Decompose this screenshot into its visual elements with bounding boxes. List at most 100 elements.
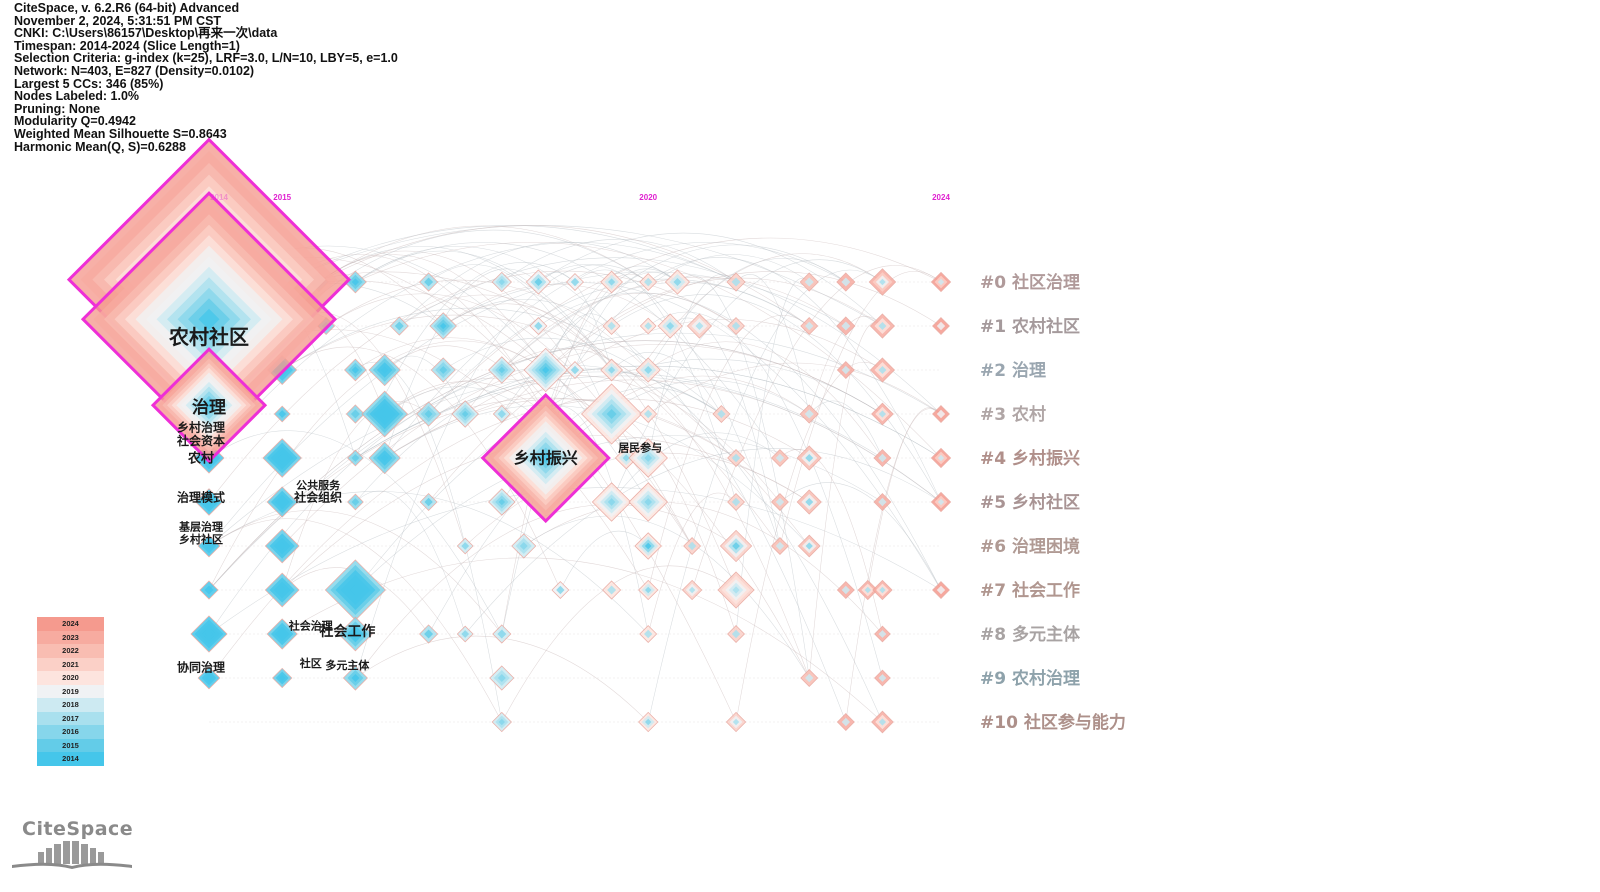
hub-nodes: 社区治理农村社区治理乡村振兴: [66, 137, 611, 524]
link-arc: [779, 482, 942, 591]
link-arc: [282, 346, 561, 591]
link-arc: [648, 257, 942, 503]
legend-year: 2022: [37, 644, 104, 658]
keyword-node: [492, 405, 511, 423]
keyword-node: [389, 316, 409, 336]
link-arc: [208, 271, 846, 547]
keyword-node: [264, 572, 300, 608]
keyword-node: [857, 579, 878, 601]
node-label: 乡村治理: [177, 420, 225, 435]
keyword-node: [800, 317, 819, 335]
keyword-node: [266, 618, 298, 650]
info-line: CNKI: C:\Users\86157\Desktop\再来一次\data: [14, 26, 278, 41]
keyword-node: [681, 579, 703, 601]
node-label: 社区: [299, 656, 322, 670]
link-arc: [545, 399, 737, 635]
keyword-node: [430, 357, 456, 383]
link-arc: [648, 341, 883, 459]
link-arc: [208, 510, 503, 635]
link-arc: [523, 501, 883, 635]
link-arc: [384, 242, 846, 459]
keyword-node: [869, 313, 896, 339]
link-arc: [282, 307, 722, 415]
node-label: 基层治理: [178, 520, 223, 534]
hub-node: [480, 392, 611, 524]
keyword-node: [361, 390, 409, 438]
keyword-node: [551, 581, 570, 599]
keyword-node: [727, 449, 746, 467]
info-line: CiteSpace, v. 6.2.R6 (64-bit) Advanced: [14, 1, 240, 15]
info-line: Weighted Mean Silhouette S=0.8643: [14, 126, 227, 141]
year-axis: 2014 2015 2020 2024: [210, 193, 950, 202]
keyword-node: [273, 405, 291, 423]
link-arc: [647, 274, 737, 459]
keyword-node: [836, 361, 855, 379]
link-arc: [384, 355, 466, 415]
keyword-node: [602, 317, 621, 335]
cluster-label: #4 乡村振兴: [980, 448, 1080, 469]
keyword-node: [635, 357, 661, 383]
link-arc: [281, 401, 429, 591]
cluster-label: #6 治理困境: [980, 536, 1080, 557]
hub-label: 治理: [192, 397, 226, 418]
link-arc: [501, 272, 678, 635]
keyword-node: [770, 493, 789, 511]
link-arc: [399, 257, 942, 415]
link-arc: [464, 448, 942, 635]
link-arc: [647, 269, 883, 723]
info-line: Harmonic Mean(Q, S)=0.6288: [14, 139, 186, 154]
keyword-node: [930, 271, 952, 293]
node-label: 协同治理: [177, 659, 225, 674]
node-label: 社会治理: [288, 619, 333, 633]
node-label: 居民参与: [618, 440, 662, 454]
legend-year: 2021: [37, 657, 104, 671]
keyword-node: [600, 358, 623, 382]
year-label: 2024: [932, 193, 950, 202]
cluster-label: #10 社区参与能力: [980, 712, 1126, 733]
keyword-node: [871, 402, 894, 426]
hub-label: 乡村振兴: [514, 449, 578, 468]
keyword-node: [869, 357, 896, 383]
link-arc: [611, 294, 942, 503]
node-label: 治理模式: [177, 490, 225, 505]
keyword-node: [639, 273, 658, 291]
legend-year: 2023: [37, 630, 104, 644]
cluster-label: #3 农村: [980, 404, 1046, 425]
keyword-node: [638, 579, 659, 601]
keyword-node: [800, 669, 819, 687]
link-arc: [355, 490, 466, 635]
cluster-label: #0 社区治理: [980, 272, 1080, 293]
keyword-node: [719, 529, 753, 563]
keyword-node: [836, 272, 856, 292]
link-arc: [428, 237, 942, 415]
keyword-node: [190, 615, 228, 653]
legend-year: 2018: [37, 698, 104, 712]
link-arc: [355, 242, 942, 459]
keyword-node: [836, 581, 855, 599]
keyword-node: [489, 665, 515, 691]
link-arc: [208, 518, 503, 723]
keyword-node: [683, 537, 702, 555]
keyword-node: [727, 625, 746, 643]
link-arc: [545, 375, 810, 459]
keyword-node: [628, 438, 668, 478]
keyword-node: [368, 353, 401, 387]
keyword-node: [872, 579, 893, 601]
keyword-node: [456, 625, 474, 643]
cluster-label: #5 乡村社区: [980, 492, 1080, 513]
keyword-node: [873, 493, 892, 511]
keyword-node: [416, 401, 442, 427]
keyword-node: [264, 528, 300, 564]
keyword-node: [591, 482, 632, 522]
keyword-node: [324, 559, 386, 621]
node-label: 社会资本: [176, 433, 225, 448]
link-arc: [574, 269, 737, 503]
keyword-node: [602, 580, 622, 600]
keyword-node: [639, 625, 658, 643]
node-label: 乡村社区: [179, 532, 223, 546]
link-arc: [355, 250, 612, 371]
keyword-node: [796, 445, 822, 471]
keyword-node: [529, 317, 548, 335]
keyword-node: [836, 713, 855, 731]
